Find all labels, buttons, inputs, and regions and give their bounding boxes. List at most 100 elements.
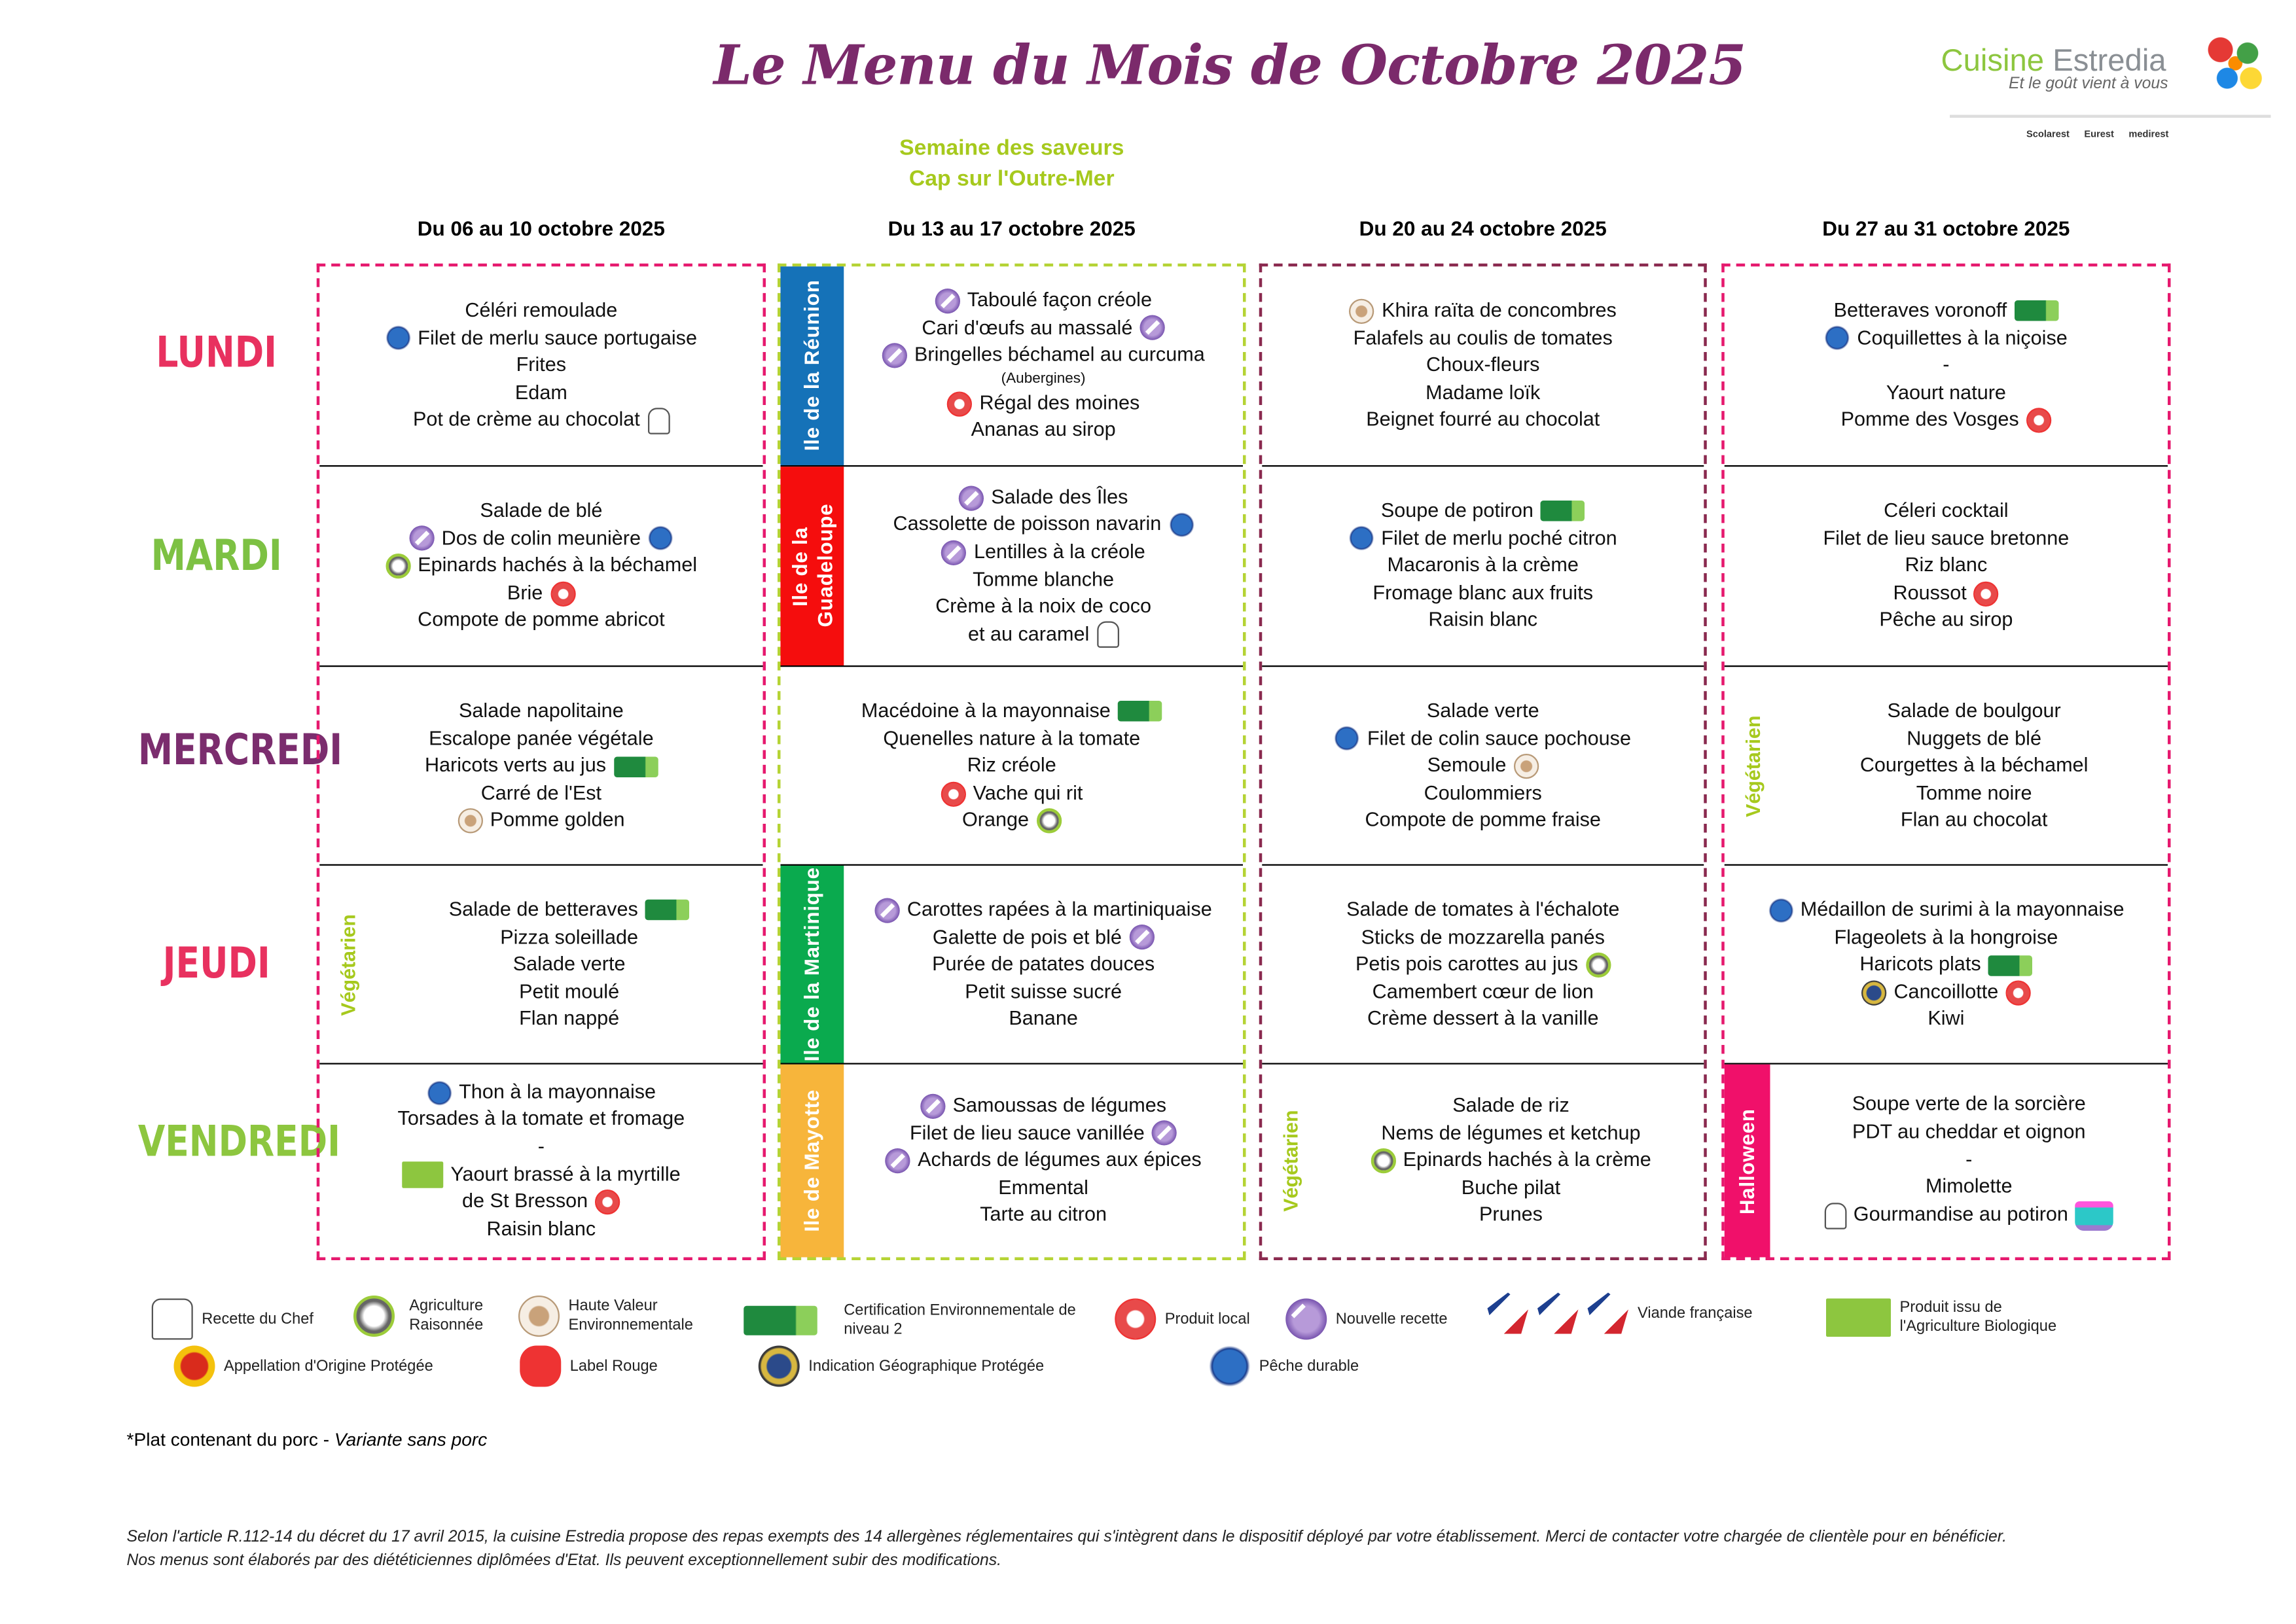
dish-item: Pomme golden bbox=[457, 807, 624, 835]
dish-name: Riz créole bbox=[967, 754, 1056, 777]
cert-niveau2-icon bbox=[1118, 701, 1162, 722]
dish-item: Orange bbox=[962, 807, 1062, 835]
aop-icon bbox=[173, 1345, 215, 1387]
cert-niveau2-icon bbox=[613, 756, 658, 777]
dish-item: Epinards hachés à la crème bbox=[1371, 1147, 1651, 1174]
legend-item: Nouvelle recette bbox=[1285, 1298, 1448, 1340]
page-title: Le Menu du Mois de Octobre 2025 bbox=[713, 32, 1746, 97]
dish-name: Brie bbox=[507, 581, 543, 604]
dish-item: Carottes rapées à la martiniquaise bbox=[874, 896, 1212, 924]
dish-name: Salade napolitaine bbox=[459, 699, 624, 722]
legend-label: Nouvelle recette bbox=[1335, 1309, 1448, 1328]
legend-label: Produit issu de l'Agriculture Biologique bbox=[1899, 1298, 2057, 1335]
dish-name: Nems de légumes et ketchup bbox=[1381, 1121, 1641, 1144]
vegetarian-text: Végétarien bbox=[1279, 1110, 1301, 1212]
dish-name: Salade de boulgour bbox=[1887, 699, 2061, 722]
dish-item: Flan nappé bbox=[519, 1006, 619, 1034]
peche-durable-icon bbox=[1824, 326, 1850, 351]
legend-label: Agriculture Raisonnée bbox=[409, 1297, 484, 1334]
legend-item: Appellation d'Origine Protégée bbox=[173, 1345, 433, 1387]
dish-list: Céleri cocktail Filet de lieu sauce breto… bbox=[1725, 467, 2168, 665]
menu-cell-lundi: Betteraves voronoff Coquillettes à la niç… bbox=[1725, 266, 2168, 465]
dish-item: Salade verte bbox=[1427, 698, 1539, 726]
agriculture-raisonnee-icon bbox=[1371, 1148, 1396, 1174]
legend-item: Agriculture Raisonnée bbox=[353, 1296, 489, 1337]
dish-name: Salade de tomates à l'échalote bbox=[1346, 898, 1620, 921]
dish-name: Céléri remoulade bbox=[465, 298, 618, 321]
dish-name: Banane bbox=[1009, 1007, 1078, 1030]
dish-name: Salade de riz bbox=[1452, 1093, 1570, 1116]
dish-item: Cassolette de poisson navarin bbox=[893, 511, 1194, 538]
logo-tagline: Et le goût vient à vous bbox=[2009, 75, 2168, 93]
dish-name: Beignet fourré au chocolat bbox=[1366, 408, 1600, 431]
hve-icon bbox=[518, 1296, 560, 1337]
week-column-2: Ile de la Réunion Taboulé façon créole Car… bbox=[778, 263, 1246, 1260]
logo-name-2: Estredia bbox=[2053, 44, 2166, 79]
dish-name: Coquillettes à la niçoise bbox=[1857, 326, 2068, 349]
dish-item: Crème dessert à la vanille bbox=[1367, 1006, 1599, 1034]
legend-item: Viande française bbox=[1487, 1292, 1753, 1334]
dish-item: Flan au chocolat bbox=[1901, 807, 2047, 835]
dish-name: Salade des Îles bbox=[991, 485, 1128, 508]
dish-item: Haricots plats bbox=[1859, 951, 2033, 979]
peche-durable-icon bbox=[385, 326, 411, 351]
dish-item: Compote de pomme abricot bbox=[418, 607, 664, 635]
week-header: Du 13 au 17 octobre 2025 bbox=[888, 216, 1136, 240]
dish-name: Riz blanc bbox=[1905, 554, 1988, 576]
dish-list: Soupe verte de la sorcière PDT au cheddar… bbox=[1770, 1065, 2168, 1258]
legend-label: Pêche durable bbox=[1259, 1356, 1359, 1375]
menu-cell-jeudi: Médaillon de surimi à la mayonnaise Flage… bbox=[1724, 864, 2168, 1065]
nouvelle-recette-icon bbox=[920, 1093, 946, 1119]
legend-item: Certification Environnementale de niveau… bbox=[744, 1301, 1094, 1340]
dish-name: Salade verte bbox=[1426, 699, 1539, 722]
legend-item: Pêche durable bbox=[1209, 1345, 1359, 1387]
dish-item: Pizza soleillade bbox=[500, 924, 638, 951]
dish-list: Salade napolitaine Escalope panée végétal… bbox=[319, 667, 762, 866]
menu-cell-lundi: Ile de la Réunion Taboulé façon créole Car… bbox=[780, 266, 1244, 465]
dish-name: Torsades à la tomate et fromage bbox=[397, 1107, 685, 1130]
dish-item: Salade de blé bbox=[480, 498, 602, 525]
dish-item: Cari d'œufs au massalé bbox=[922, 315, 1165, 342]
menu-cell-mercredi: Salade napolitaine Escalope panée végétal… bbox=[319, 665, 763, 866]
dish-name: Falafels au coulis de tomates bbox=[1353, 326, 1613, 349]
dish-item: Beignet fourré au chocolat bbox=[1366, 407, 1600, 434]
dish-item: Régal des moines bbox=[946, 390, 1139, 417]
produit-local-icon bbox=[2026, 408, 2052, 433]
dish-item: Gourmandise au potiron bbox=[1823, 1201, 2114, 1231]
legend-item: Produit issu de l'Agriculture Biologique bbox=[1826, 1298, 2084, 1337]
legend-label: Certification Environnementale de niveau… bbox=[844, 1301, 1076, 1339]
dish-item: Soupe verte de la sorcière bbox=[1852, 1091, 2086, 1119]
dish-list: Céléri remoulade Filet de merlu sauce por… bbox=[319, 266, 762, 465]
dish-name: Lentilles à la créole bbox=[973, 540, 1145, 563]
brand-scolarest: Scolarest bbox=[2026, 130, 2070, 140]
dish-name: Petit moulé bbox=[519, 980, 620, 1002]
menu-cell-mercredi: Végétarien Salade de boulgour Nuggets de b… bbox=[1724, 665, 2168, 866]
dish-list: Salade de blé Dos de colin meunière Epinar… bbox=[319, 467, 762, 665]
dish-item: Choux-fleurs bbox=[1426, 352, 1539, 380]
dish-item: Riz créole bbox=[967, 752, 1056, 780]
peche-durable-icon bbox=[1168, 512, 1194, 538]
dish-name: de St Bresson bbox=[462, 1190, 588, 1212]
dish-name: Taboulé façon créole bbox=[967, 289, 1152, 311]
dish-list: Macédoine à la mayonnaise Quenelles natur… bbox=[781, 667, 1244, 866]
dish-name: Purée de patates douces bbox=[932, 953, 1155, 975]
dish-name: Quenelles nature à la tomate bbox=[883, 726, 1141, 749]
dish-name: Tomme noire bbox=[1916, 781, 2032, 804]
brand-medirest: medirest bbox=[2128, 130, 2169, 140]
vegetarian-text: Végétarien bbox=[336, 914, 359, 1016]
dish-name: Bringelles béchamel au curcuma bbox=[914, 343, 1205, 366]
dish-item: Carré de l'Est bbox=[481, 780, 601, 807]
dish-name: Mimolette bbox=[1925, 1174, 2013, 1197]
dish-item: Crème à la noix de coco bbox=[935, 593, 1151, 621]
theme-band-label: Halloween bbox=[1734, 1108, 1759, 1214]
legend-label: Label Rouge bbox=[569, 1356, 658, 1375]
dish-item: Tarte au citron bbox=[980, 1202, 1107, 1229]
menu-cell-vendredi: Végétarien Salade de riz Nems de légumes e… bbox=[1262, 1063, 1704, 1258]
peche-durable-icon bbox=[1209, 1345, 1251, 1387]
dish-name: Edam bbox=[514, 381, 567, 404]
dish-item: Emmental bbox=[998, 1174, 1088, 1202]
dish-item: Nems de légumes et ketchup bbox=[1381, 1120, 1640, 1147]
theme-band: Halloween bbox=[1724, 1064, 1770, 1258]
menu-cell-mardi: Céleri cocktail Filet de lieu sauce breto… bbox=[1724, 465, 2168, 665]
vegetarian-text: Végétarien bbox=[1741, 715, 1764, 817]
